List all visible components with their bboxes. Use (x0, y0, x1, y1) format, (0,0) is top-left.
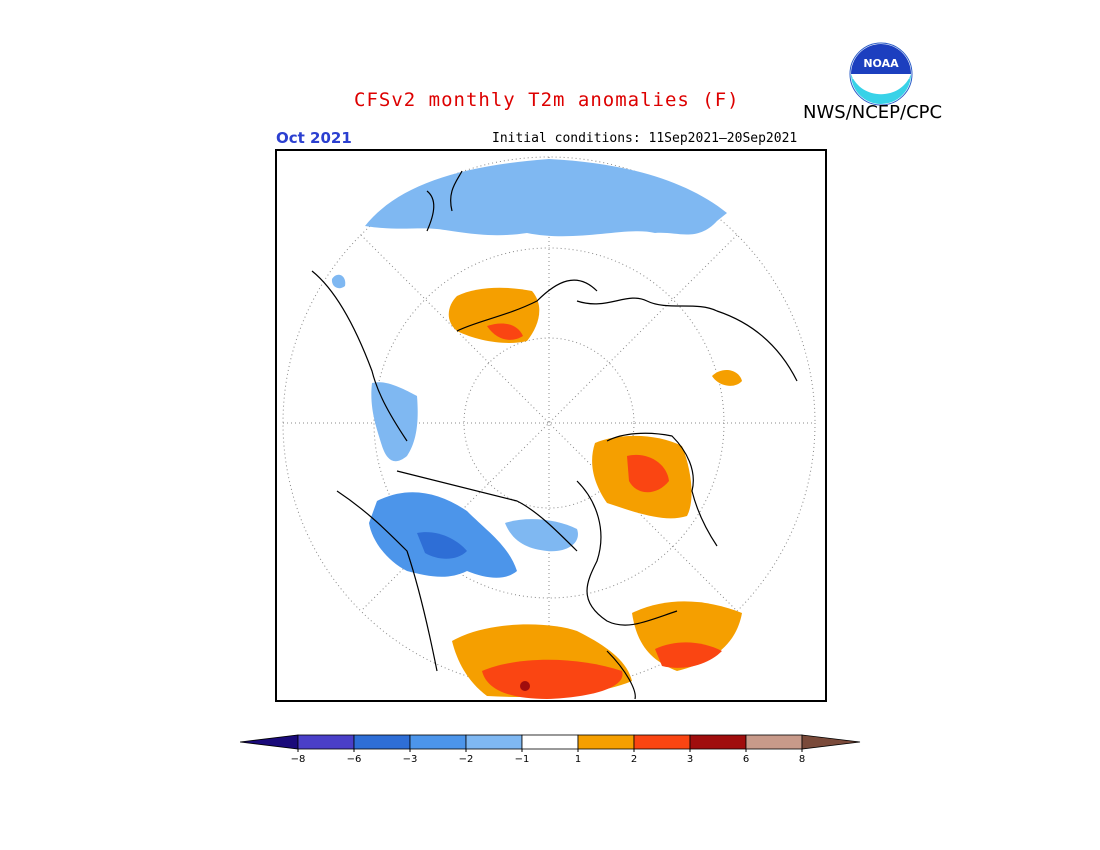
map-title: CFSv2 monthly T2m anomalies (F) (354, 89, 740, 111)
forecast-month: Oct 2021 (276, 129, 352, 147)
colorbar-bin (801, 734, 861, 750)
polar-map (282, 156, 816, 700)
colorbar-bin (353, 734, 411, 750)
atlantic-warm-core (655, 642, 722, 668)
alaska-warm-core (487, 323, 523, 340)
kamchatka-cool (331, 274, 346, 289)
colorbar-ticks: −8 −6 −3 −2 −1 1 2 3 6 8 (291, 749, 805, 765)
land-outlines (311, 170, 798, 700)
colorbar-bin (240, 734, 299, 750)
pacific-cool (365, 159, 727, 237)
colorbar-tick-label: −6 (347, 754, 362, 765)
eastern-us-warm-core (482, 659, 623, 699)
colorbar-bin (577, 734, 635, 750)
colorbar-bin (745, 734, 803, 750)
initial-conditions: Initial conditions: 11Sep2021—20Sep2021 (492, 131, 798, 146)
map-frame (275, 149, 827, 702)
hudson-cool-core (417, 532, 467, 559)
colorbar-tick-label: 3 (687, 754, 693, 765)
colorbar-tick-label: −8 (291, 754, 306, 765)
colorbar-bin (521, 734, 579, 750)
colorbar-bins (240, 734, 861, 750)
noaa-logo: NOAA (849, 42, 913, 106)
colorbar-tick-label: 2 (631, 754, 637, 765)
siberia-warm-core (627, 454, 669, 493)
colorbar-tick-label: 8 (799, 754, 805, 765)
colorbar: −8 −6 −3 −2 −1 1 2 3 6 8 (240, 734, 861, 765)
colorbar-bin (297, 734, 355, 750)
noaa-logo-text: NOAA (863, 57, 899, 70)
arctic-archipelago-cool (505, 519, 578, 552)
colorbar-tick-label: 1 (575, 754, 581, 765)
colorbar-bin (689, 734, 747, 750)
agency-label: NWS/NCEP/CPC (803, 102, 943, 123)
colorbar-tick-label: −2 (459, 754, 474, 765)
colorbar-bin (409, 734, 467, 750)
graticule (282, 156, 816, 690)
europe-warm (712, 369, 742, 386)
alaska-warm (448, 287, 540, 343)
colorbar-tick-label: −1 (515, 754, 530, 765)
colorbar-bin (465, 734, 523, 750)
colorbar-tick-label: 6 (743, 754, 749, 765)
colorbar-tick-label: −3 (403, 754, 418, 765)
colorbar-bin (633, 734, 691, 750)
eastern-us-warm-peak (520, 681, 530, 691)
